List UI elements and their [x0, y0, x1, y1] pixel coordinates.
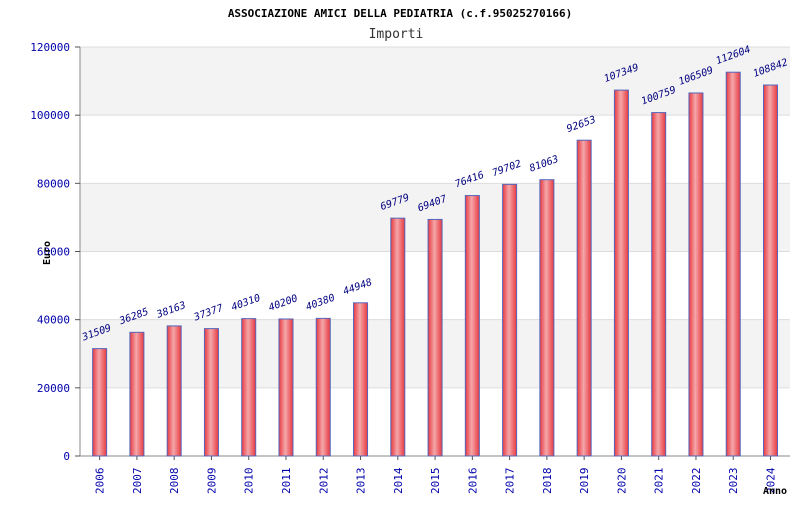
bar-2016	[464, 195, 480, 457]
x-tick-label-2010: 2010	[243, 468, 256, 495]
bar-2021	[651, 112, 667, 457]
x-tick-label-2018: 2018	[541, 468, 554, 495]
bar-2017	[502, 183, 518, 457]
bar-2012	[315, 317, 331, 457]
y-tick-label: 100000	[30, 109, 70, 122]
bar-2018	[539, 179, 555, 457]
x-tick-label-2013: 2013	[355, 468, 368, 495]
y-tick-label: 60000	[37, 246, 70, 259]
bar-2020	[613, 89, 629, 457]
x-tick-label-2006: 2006	[94, 468, 107, 495]
x-tick-label-2016: 2016	[466, 468, 479, 495]
bar-2019	[576, 139, 592, 457]
x-tick-label-2007: 2007	[131, 468, 144, 495]
bar-2010	[241, 318, 257, 457]
x-tick-label-2008: 2008	[168, 468, 181, 495]
bar-2024	[763, 84, 779, 457]
bar-2022	[688, 92, 704, 457]
bar-2008	[166, 325, 182, 457]
grid-band	[80, 47, 790, 116]
bar-2023	[725, 71, 741, 457]
bar-2015	[427, 218, 443, 457]
y-tick-label: 40000	[37, 314, 70, 327]
bar-2009	[203, 328, 219, 457]
y-tick-label: 20000	[37, 382, 70, 395]
x-tick-label-2017: 2017	[504, 468, 517, 495]
x-axis-ticks: 2006 2007 2008 2009 2010 2011 2012 2013 2014 2015…	[94, 456, 778, 494]
x-tick-label-2012: 2012	[317, 468, 330, 495]
chart-subtitle: Importi	[369, 27, 424, 42]
x-tick-label-2021: 2021	[653, 468, 666, 495]
x-tick-label-2009: 2009	[205, 468, 218, 495]
x-tick-label-2020: 2020	[615, 468, 628, 495]
bar-2011	[278, 318, 294, 457]
x-tick-label-2022: 2022	[690, 468, 703, 495]
x-tick-label-2024: 2024	[765, 467, 778, 494]
y-tick-label: 120000	[30, 41, 70, 54]
y-tick-label: 0	[63, 450, 70, 463]
y-axis-ticks: 0 20000 40000 60000 80000 100000 120000	[30, 41, 80, 463]
y-axis-label: Euro	[42, 241, 53, 265]
x-tick-label-2014: 2014	[392, 467, 405, 494]
x-tick-label-2023: 2023	[727, 468, 740, 495]
x-tick-label-2019: 2019	[578, 468, 591, 495]
x-tick-label-2011: 2011	[280, 468, 293, 495]
bar-2006	[92, 348, 108, 457]
bar-2013	[353, 302, 369, 457]
chart-title: ASSOCIAZIONE AMICI DELLA PEDIATRIA (c.f.…	[228, 7, 572, 20]
y-tick-label: 80000	[37, 177, 70, 190]
x-tick-label-2015: 2015	[429, 468, 442, 495]
bar-2007	[129, 331, 145, 457]
bar-2014	[390, 217, 406, 457]
x-axis-label: Anno	[763, 486, 787, 497]
